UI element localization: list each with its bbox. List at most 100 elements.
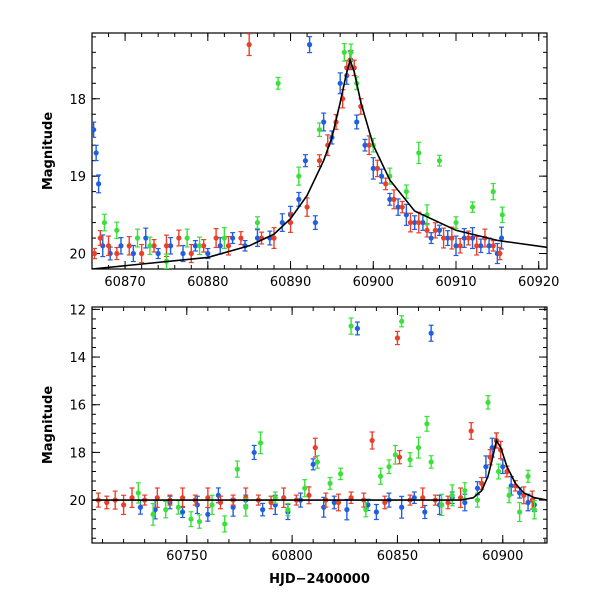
data-point — [396, 454, 403, 460]
data-point — [163, 243, 170, 249]
data-point — [188, 516, 194, 522]
data-point — [469, 235, 476, 241]
data-point — [155, 250, 161, 257]
x-tick-label: 60910 — [435, 275, 476, 290]
data-point — [506, 492, 512, 498]
data-point — [230, 235, 236, 241]
data-point — [150, 511, 156, 517]
data-point — [428, 330, 434, 336]
data-point — [411, 495, 417, 501]
data-point — [486, 243, 492, 249]
data-point — [281, 495, 287, 501]
data-point — [468, 428, 474, 434]
data-point — [517, 509, 523, 515]
data-point — [403, 189, 409, 195]
data-point — [254, 235, 261, 241]
data-point — [531, 507, 537, 513]
data-point — [490, 243, 496, 249]
data-point — [96, 181, 102, 187]
data-point — [163, 507, 169, 513]
data-point — [348, 495, 354, 501]
data-point — [407, 219, 414, 226]
chart-panel-1: 60870 60880 60890 60900 60910 60920 18 19 20 Magn… — [41, 32, 559, 290]
x-tick-label: 60890 — [270, 275, 311, 290]
data-point — [279, 219, 285, 226]
data-point — [428, 235, 434, 241]
data-point — [272, 495, 278, 501]
plot-area — [92, 33, 547, 269]
data-point — [246, 42, 252, 48]
data-point — [424, 421, 430, 427]
data-point — [439, 502, 445, 508]
data-point — [457, 243, 463, 249]
model-curve — [92, 438, 547, 501]
data-point — [243, 504, 249, 510]
data-point — [348, 323, 354, 329]
data-point — [489, 445, 495, 451]
data-point — [354, 119, 360, 125]
data-point — [370, 165, 376, 172]
data-point — [304, 204, 310, 210]
data-point — [440, 235, 447, 241]
data-point — [508, 483, 514, 489]
data-point — [415, 445, 422, 451]
data-point — [134, 235, 141, 241]
series-3 — [101, 43, 505, 269]
y-tick-label: 20 — [69, 494, 86, 509]
data-point — [487, 454, 493, 460]
x-tick-label: 60850 — [377, 549, 418, 564]
data-point — [337, 471, 344, 477]
x-tick-label: 60750 — [166, 549, 207, 564]
plot-frame — [91, 32, 548, 270]
data-point — [394, 335, 401, 341]
data-point — [196, 518, 203, 525]
data-point — [314, 459, 320, 465]
data-point — [436, 227, 443, 233]
data-point — [217, 243, 223, 249]
data-point — [114, 227, 120, 233]
data-point — [222, 521, 228, 527]
data-point — [483, 464, 489, 470]
data-point — [498, 235, 505, 241]
data-point — [462, 499, 468, 506]
data-point — [331, 499, 337, 506]
data-point — [445, 499, 451, 506]
data-point — [382, 499, 388, 506]
data-point — [151, 243, 157, 249]
data-point — [257, 440, 264, 446]
data-point — [365, 502, 371, 508]
data-point — [271, 235, 277, 241]
data-point — [196, 243, 203, 249]
data-point — [114, 250, 120, 257]
data-point — [176, 235, 182, 241]
data-point — [213, 235, 219, 241]
plot-area — [92, 315, 547, 533]
data-point — [296, 196, 302, 202]
plot-frame — [91, 306, 548, 544]
data-point — [312, 445, 318, 451]
data-point — [407, 456, 413, 463]
data-point — [180, 250, 186, 257]
data-point — [312, 219, 318, 226]
data-point — [469, 204, 476, 210]
data-point — [92, 250, 98, 257]
data-point — [500, 464, 506, 470]
data-point — [461, 235, 467, 241]
data-point — [341, 49, 347, 55]
data-point — [327, 480, 333, 487]
data-point — [474, 243, 480, 249]
data-point — [420, 219, 426, 226]
x-tick-label: 60800 — [271, 549, 312, 564]
chart-panel-2: 60750 60800 60850 60900 12 14 16 18 20 Magnitude H… — [41, 303, 548, 587]
data-point — [306, 42, 313, 48]
data-point — [184, 235, 190, 241]
data-point — [135, 490, 141, 496]
data-point — [420, 495, 426, 501]
data-point — [260, 507, 266, 513]
data-point — [436, 158, 443, 164]
data-point — [412, 219, 418, 226]
data-point — [275, 80, 281, 86]
data-point — [167, 243, 174, 249]
x-tick-label: 60880 — [187, 275, 228, 290]
